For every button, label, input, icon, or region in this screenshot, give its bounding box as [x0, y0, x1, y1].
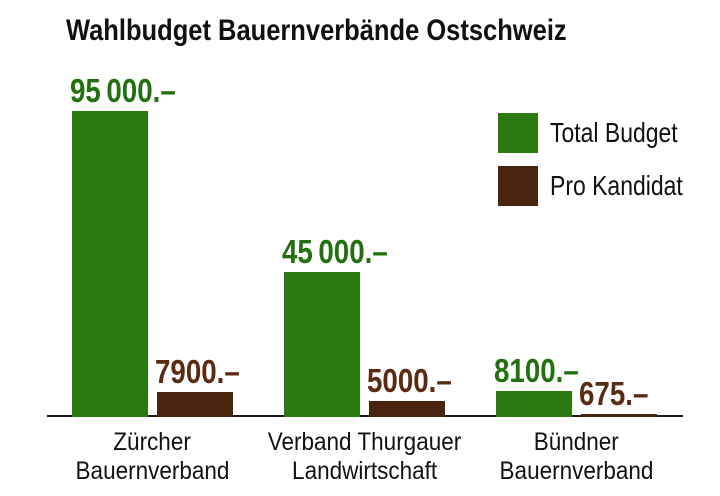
bar-pro-kandidat-0	[157, 392, 233, 417]
pro-kandidat-swatch	[498, 166, 538, 206]
category-label-1: Verband Thurgauer Landwirtschaft	[245, 428, 485, 486]
chart-title-text: Wahlbudget Bauernverbände Ostschweiz	[66, 14, 567, 47]
x-axis-line	[47, 415, 683, 417]
chart-title: Wahlbudget Bauernverbände Ostschweiz	[66, 14, 655, 48]
legend-label-pro-kandidat: Pro Kandidat	[550, 166, 712, 206]
legend-item-total-budget: Total Budget	[498, 113, 706, 153]
value-label-pro-kandidat-0: 7900.–	[155, 355, 256, 388]
category-label-0: Zürcher Bauernverband	[33, 428, 273, 486]
category-label-line: Verband Thurgauer	[267, 428, 462, 456]
legend-label-total-budget-text: Total Budget	[550, 117, 678, 148]
category-label-2: Bündner Bauernverband	[457, 428, 697, 486]
bar-pro-kandidat-1	[369, 401, 445, 417]
legend-label-pro-kandidat-text: Pro Kandidat	[550, 170, 683, 201]
bar-total-budget-0	[72, 111, 148, 417]
value-label-text: 45 000.–	[282, 233, 388, 270]
value-label-total-budget-2: 8100.–	[494, 354, 595, 387]
bar-pro-kandidat-2	[581, 414, 657, 417]
value-label-total-budget-1: 45 000.–	[282, 235, 408, 268]
category-label-line: Bündner	[533, 428, 620, 456]
bar-total-budget-2	[496, 391, 572, 417]
value-label-text: 8100.–	[494, 352, 579, 389]
value-label-text: 5000.–	[367, 362, 452, 399]
value-label-text: 95 000.–	[70, 72, 176, 109]
bar-total-budget-1	[284, 272, 360, 417]
category-label-line: Bauernverband	[75, 457, 230, 485]
category-label-line: Landwirtschaft	[291, 457, 438, 485]
category-label-line: Zürcher	[113, 428, 192, 456]
value-label-text: 675.–	[579, 375, 649, 412]
legend-item-pro-kandidat: Pro Kandidat	[498, 166, 712, 206]
value-label-total-budget-0: 95 000.–	[70, 74, 196, 107]
value-label-text: 7900.–	[155, 353, 240, 390]
value-label-pro-kandidat-1: 5000.–	[367, 364, 468, 397]
category-label-line: Bauernverband	[499, 457, 654, 485]
legend-label-total-budget: Total Budget	[550, 113, 706, 153]
value-label-pro-kandidat-2: 675.–	[579, 377, 662, 410]
total-budget-swatch	[498, 113, 538, 153]
